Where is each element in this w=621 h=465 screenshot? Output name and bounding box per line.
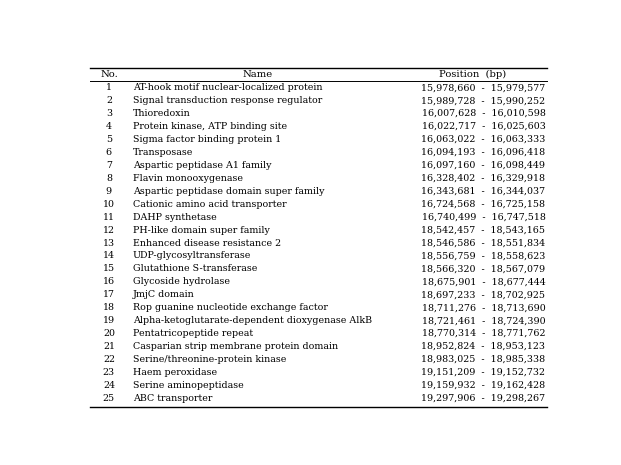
Text: 19,159,932  -  19,162,428: 19,159,932 - 19,162,428 <box>421 381 545 390</box>
Text: 16,328,402  -  16,329,918: 16,328,402 - 16,329,918 <box>422 174 545 183</box>
Text: Cationic amino acid transporter: Cationic amino acid transporter <box>133 200 287 209</box>
Text: 1: 1 <box>106 83 112 92</box>
Text: 18,697,233  -  18,702,925: 18,697,233 - 18,702,925 <box>422 290 545 299</box>
Text: 24: 24 <box>103 381 115 390</box>
Text: 15,989,728  -  15,990,252: 15,989,728 - 15,990,252 <box>421 96 545 105</box>
Text: 18,952,824  -  18,953,123: 18,952,824 - 18,953,123 <box>422 342 545 351</box>
Text: Serine aminopeptidase: Serine aminopeptidase <box>133 381 243 390</box>
Text: UDP-glycosyltransferase: UDP-glycosyltransferase <box>133 252 252 260</box>
Text: Transposase: Transposase <box>133 148 193 157</box>
Text: No.: No. <box>100 70 118 80</box>
Text: Glutathione S-transferase: Glutathione S-transferase <box>133 265 257 273</box>
Text: 16,097,160  -  16,098,449: 16,097,160 - 16,098,449 <box>422 161 545 170</box>
Text: 16: 16 <box>103 277 115 286</box>
Text: Thioredoxin: Thioredoxin <box>133 109 191 118</box>
Text: 20: 20 <box>103 329 115 338</box>
Text: 15: 15 <box>103 265 115 273</box>
Text: Aspartic peptidase A1 family: Aspartic peptidase A1 family <box>133 161 271 170</box>
Text: 18,546,586  -  18,551,834: 18,546,586 - 18,551,834 <box>421 239 545 247</box>
Text: Aspartic peptidase domain super family: Aspartic peptidase domain super family <box>133 187 324 196</box>
Text: 7: 7 <box>106 161 112 170</box>
Text: Flavin monooxygenase: Flavin monooxygenase <box>133 174 243 183</box>
Text: 9: 9 <box>106 187 112 196</box>
Text: 22: 22 <box>103 355 115 364</box>
Text: 19: 19 <box>103 316 115 325</box>
Text: ABC transporter: ABC transporter <box>133 394 212 403</box>
Text: 16,007,628  -  16,010,598: 16,007,628 - 16,010,598 <box>422 109 545 118</box>
Text: 16,343,681  -  16,344,037: 16,343,681 - 16,344,037 <box>421 187 545 196</box>
Text: DAHP synthetase: DAHP synthetase <box>133 213 217 222</box>
Text: 18,721,461  -  18,724,390: 18,721,461 - 18,724,390 <box>422 316 545 325</box>
Text: Signal transduction response regulator: Signal transduction response regulator <box>133 96 322 105</box>
Text: AT-hook motif nuclear-localized protein: AT-hook motif nuclear-localized protein <box>133 83 322 92</box>
Text: 25: 25 <box>103 394 115 403</box>
Text: 18,675,901  -  18,677,444: 18,675,901 - 18,677,444 <box>422 277 545 286</box>
Text: 21: 21 <box>103 342 115 351</box>
Text: 18,770,314  -  18,771,762: 18,770,314 - 18,771,762 <box>422 329 545 338</box>
Text: Serine/threonine-protein kinase: Serine/threonine-protein kinase <box>133 355 286 364</box>
Text: Sigma factor binding protein 1: Sigma factor binding protein 1 <box>133 135 281 144</box>
Text: 17: 17 <box>103 290 115 299</box>
Text: 19,297,906  -  19,298,267: 19,297,906 - 19,298,267 <box>421 394 545 403</box>
Text: Enhanced disease resistance 2: Enhanced disease resistance 2 <box>133 239 281 247</box>
Text: 4: 4 <box>106 122 112 131</box>
Text: Haem peroxidase: Haem peroxidase <box>133 368 217 377</box>
Text: Name: Name <box>243 70 273 80</box>
Text: 18,556,759  -  18,558,623: 18,556,759 - 18,558,623 <box>421 252 545 260</box>
Text: 8: 8 <box>106 174 112 183</box>
Text: Glycoside hydrolase: Glycoside hydrolase <box>133 277 230 286</box>
Text: 5: 5 <box>106 135 112 144</box>
Text: 18,983,025  -  18,985,338: 18,983,025 - 18,985,338 <box>421 355 545 364</box>
Text: 16,063,022  -  16,063,333: 16,063,022 - 16,063,333 <box>421 135 545 144</box>
Text: 14: 14 <box>103 252 115 260</box>
Text: 11: 11 <box>103 213 115 222</box>
Text: 15,978,660  -  15,979,577: 15,978,660 - 15,979,577 <box>421 83 545 92</box>
Text: 18: 18 <box>103 303 115 312</box>
Text: 23: 23 <box>103 368 115 377</box>
Text: 16,094,193  -  16,096,418: 16,094,193 - 16,096,418 <box>421 148 545 157</box>
Text: 12: 12 <box>103 226 115 235</box>
Text: 18,542,457  -  18,543,165: 18,542,457 - 18,543,165 <box>422 226 545 235</box>
Text: 16,740,499  -  16,747,518: 16,740,499 - 16,747,518 <box>422 213 545 222</box>
Text: Rop guanine nucleotide exchange factor: Rop guanine nucleotide exchange factor <box>133 303 328 312</box>
Text: Alpha-ketoglutarate-dependent dioxygenase AlkB: Alpha-ketoglutarate-dependent dioxygenas… <box>133 316 372 325</box>
Text: 16,724,568  -  16,725,158: 16,724,568 - 16,725,158 <box>422 200 545 209</box>
Text: 2: 2 <box>106 96 112 105</box>
Text: JmjC domain: JmjC domain <box>133 290 195 299</box>
Text: 19,151,209  -  19,152,732: 19,151,209 - 19,152,732 <box>422 368 545 377</box>
Text: 3: 3 <box>106 109 112 118</box>
Text: 6: 6 <box>106 148 112 157</box>
Text: Casparian strip membrane protein domain: Casparian strip membrane protein domain <box>133 342 338 351</box>
Text: 18,711,276  -  18,713,690: 18,711,276 - 18,713,690 <box>422 303 545 312</box>
Text: 18,566,320  -  18,567,079: 18,566,320 - 18,567,079 <box>421 265 545 273</box>
Text: 10: 10 <box>103 200 115 209</box>
Text: 13: 13 <box>103 239 115 247</box>
Text: PH-like domain super family: PH-like domain super family <box>133 226 270 235</box>
Text: Position  (bp): Position (bp) <box>438 70 506 80</box>
Text: 16,022,717  -  16,025,603: 16,022,717 - 16,025,603 <box>422 122 545 131</box>
Text: Protein kinase, ATP binding site: Protein kinase, ATP binding site <box>133 122 287 131</box>
Text: Pentatricopeptide repeat: Pentatricopeptide repeat <box>133 329 253 338</box>
